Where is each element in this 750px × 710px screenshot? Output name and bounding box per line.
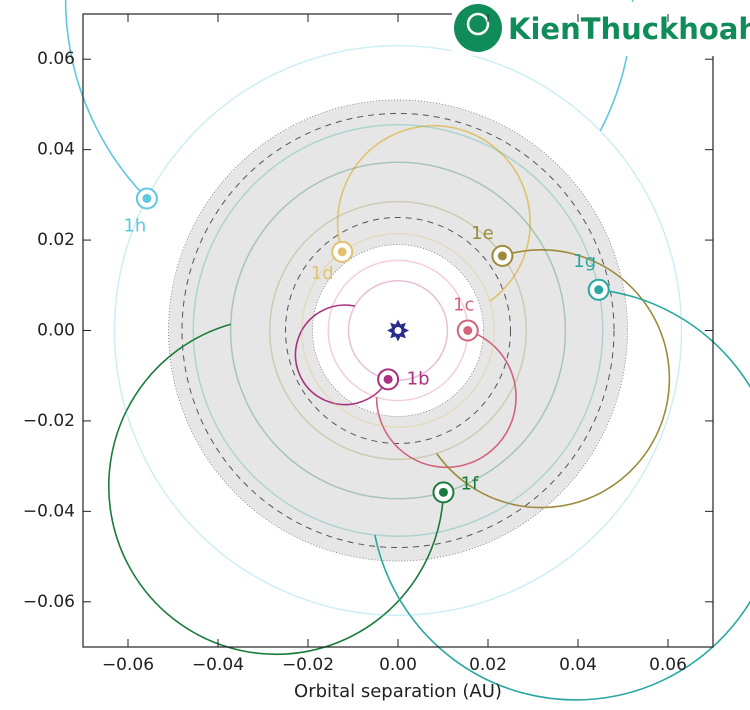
planet-label: 1d [311, 263, 334, 284]
orbit-trail [435, 249, 671, 509]
orbit-trail [64, 0, 634, 199]
planet [142, 193, 152, 203]
star-center [394, 327, 402, 334]
planet-label: 1e [471, 223, 494, 244]
y-tick-label: 0.06 [37, 49, 75, 69]
x-tick-label: −0.04 [192, 655, 244, 675]
orbit-trail [108, 323, 445, 656]
x-tick-label: 0.02 [469, 655, 507, 675]
x-tick-label: −0.02 [282, 655, 334, 675]
planet [463, 326, 473, 335]
orbit-faint [113, 44, 683, 617]
y-tick-label: 0.02 [37, 230, 75, 250]
watermark-logo [454, 4, 502, 52]
y-tick-label: 0.04 [37, 140, 75, 160]
x-tick-label: 0.04 [559, 655, 597, 675]
planet [337, 247, 347, 257]
watermark-logo-icon [466, 12, 490, 36]
planet-label: 1h [123, 215, 146, 236]
watermark: KienThuckhoahoc.org [508, 12, 750, 46]
x-axis-label: Orbital separation (AU) [294, 681, 502, 702]
y-tick-label: −0.06 [23, 592, 75, 612]
orbit-faint [269, 200, 527, 461]
x-tick-label: 0.06 [649, 655, 687, 675]
dashed-circle [181, 112, 615, 549]
y-tick-label: 0.00 [37, 321, 75, 341]
planet-label: 1b [407, 368, 430, 389]
orbit-faint [300, 232, 496, 429]
orbit-trail [336, 124, 531, 302]
plot-layer: 1b 1c 1d 1e 1f 1g 1h [64, 0, 750, 701]
planet [594, 285, 604, 295]
planet [497, 251, 507, 261]
planet-label: 1c [453, 295, 474, 316]
planet [383, 374, 393, 384]
orbit-trail [374, 289, 750, 701]
dashed-circle [285, 216, 511, 445]
planet-label: 1f [461, 473, 479, 494]
x-tick-label: 0.00 [379, 655, 417, 675]
x-tick-label: −0.06 [102, 655, 154, 675]
y-tick-label: −0.04 [23, 501, 75, 521]
y-tick-label: −0.02 [23, 411, 75, 431]
planet-label: 1g [573, 251, 596, 272]
orbit-trail [294, 304, 389, 406]
orbit-trail [375, 329, 517, 469]
planet [438, 487, 448, 497]
orbit-faint [192, 124, 604, 537]
orbit-faint [229, 161, 567, 500]
